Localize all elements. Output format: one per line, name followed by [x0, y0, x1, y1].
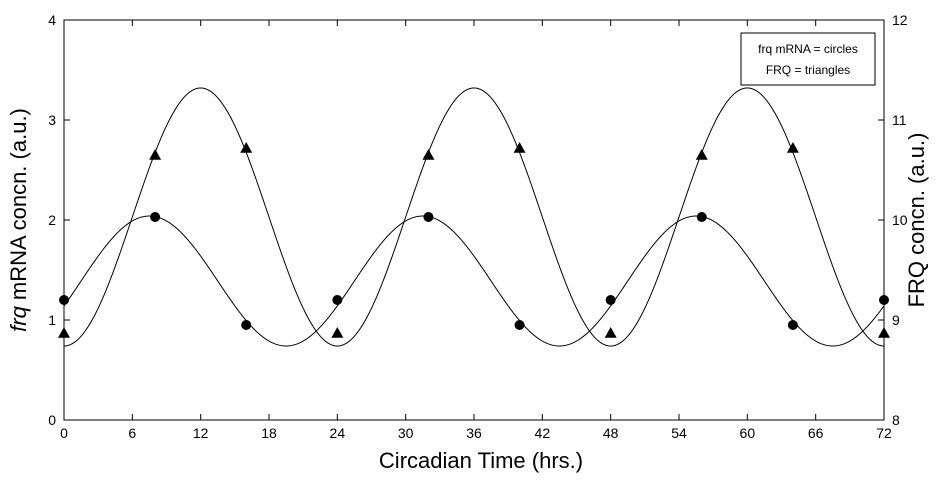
x-tick-label: 36	[466, 425, 482, 441]
frq-point	[695, 149, 708, 160]
right-y-tick-label: 10	[892, 212, 908, 228]
frq-point	[878, 327, 890, 338]
mrna-point	[423, 212, 434, 222]
frq-point	[604, 327, 617, 338]
frq-point	[240, 142, 253, 153]
frq-point	[422, 149, 435, 160]
right-y-axis-title: FRQ concn. (a.u.)	[904, 133, 929, 308]
x-tick-label: 72	[876, 425, 892, 441]
x-tick-label: 42	[535, 425, 551, 441]
mrna-point	[150, 212, 161, 222]
mrna-point	[241, 320, 252, 330]
x-tick-label: 66	[808, 425, 824, 441]
mrna-point	[59, 295, 69, 305]
left-y-tick-label: 3	[48, 112, 56, 128]
x-tick-label: 54	[671, 425, 687, 441]
mrna-point	[696, 212, 707, 222]
x-axis-title: Circadian Time (hrs.)	[379, 448, 583, 473]
frq-curve	[63, 87, 885, 347]
mrna-point	[605, 295, 616, 305]
left-y-tick-label: 2	[48, 212, 56, 228]
x-tick-label: 0	[60, 425, 68, 441]
series-layer	[58, 87, 890, 347]
frq-point	[331, 327, 344, 338]
legend-box	[740, 32, 876, 86]
x-tick-label: 48	[603, 425, 619, 441]
frq-point	[58, 327, 70, 338]
mrna-point	[787, 320, 798, 330]
right-y-tick-label: 9	[892, 312, 900, 328]
x-tick-label: 24	[330, 425, 346, 441]
x-axis-ticks: 0 6 12 18 24 30 36 42 48 54 60 66 72	[60, 20, 892, 441]
right-y-axis-ticks: 8 9 10 11 12	[878, 12, 908, 428]
legend-entry-mrna: frq mRNA = circles	[758, 42, 858, 56]
frq-point	[786, 142, 799, 153]
mrna-curve	[63, 215, 885, 347]
legend: frq mRNA = circles FRQ = triangles	[740, 32, 876, 86]
left-y-axis-ticks: 0 1 2 3 4	[48, 12, 70, 428]
left-y-tick-label: 0	[48, 412, 56, 428]
x-tick-label: 18	[261, 425, 277, 441]
left-y-axis-title-italic: frq	[6, 305, 31, 331]
frq-point	[149, 149, 162, 160]
left-y-tick-label: 4	[48, 12, 56, 28]
x-tick-label: 6	[128, 425, 136, 441]
right-y-tick-label: 11	[892, 112, 907, 128]
right-y-tick-label: 12	[892, 12, 908, 28]
right-y-tick-label: 8	[892, 412, 900, 428]
frq-point	[513, 142, 526, 153]
mrna-point	[879, 295, 889, 305]
legend-entry-frq: FRQ = triangles	[766, 63, 850, 77]
x-tick-label: 12	[193, 425, 209, 441]
mrna-point	[514, 320, 525, 330]
x-tick-label: 30	[398, 425, 414, 441]
left-y-axis-title: frq mRNA concn. (a.u.)	[6, 108, 31, 332]
left-y-axis-title-rest: mRNA concn. (a.u.)	[6, 108, 31, 306]
mrna-point	[332, 295, 343, 305]
left-y-tick-label: 1	[48, 312, 56, 328]
x-tick-label: 60	[740, 425, 756, 441]
